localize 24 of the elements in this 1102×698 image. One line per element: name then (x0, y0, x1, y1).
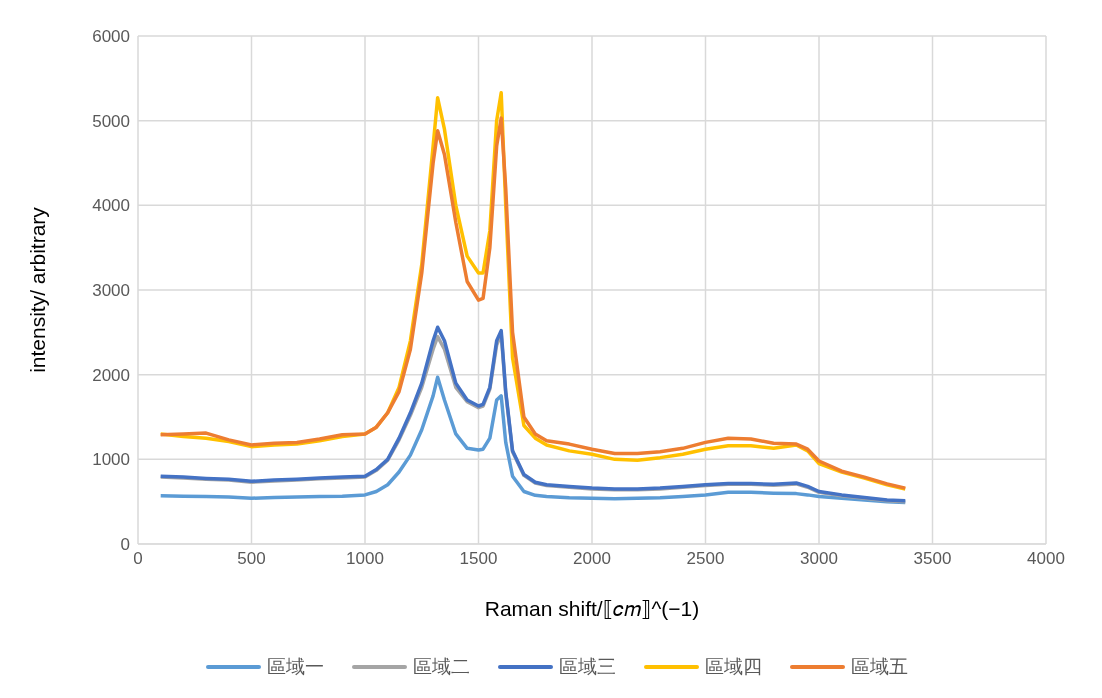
legend-label: 區域五 (851, 654, 908, 679)
x-tick-label: 1500 (459, 549, 498, 569)
x-tick-label: 1000 (346, 549, 384, 569)
y-tick-label: 2000 (92, 365, 130, 385)
x-tick-label: 0 (133, 549, 143, 569)
x-tick-label: 2500 (686, 549, 725, 569)
line-series (158, 375, 908, 505)
y-axis-title: intensity/ arbitrary (26, 206, 50, 373)
x-tick-label: 3500 (913, 549, 952, 569)
legend-label: 區域一 (267, 654, 324, 679)
legend-label: 區域二 (413, 654, 470, 679)
legend-label: 區域四 (705, 654, 762, 679)
x-axis-title: Raman shift/⟦𝑐𝑚⟧^(−1) (484, 597, 700, 620)
y-tick-label: 1000 (92, 450, 130, 470)
y-tick-label: 0 (120, 535, 130, 555)
x-tick-label: 4000 (1027, 549, 1065, 569)
legend-label: 區域三 (559, 654, 616, 679)
x-tick-label: 3000 (800, 549, 838, 569)
y-tick-label: 4000 (92, 196, 130, 216)
y-tick-label: 3000 (92, 281, 130, 301)
y-tick-label: 5000 (92, 111, 130, 131)
x-tick-label: 2000 (573, 549, 611, 569)
x-tick-label: 500 (237, 549, 266, 569)
y-tick-label: 6000 (92, 27, 130, 47)
